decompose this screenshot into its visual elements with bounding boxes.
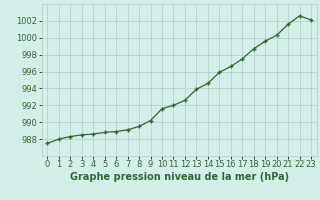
X-axis label: Graphe pression niveau de la mer (hPa): Graphe pression niveau de la mer (hPa) [70, 172, 289, 182]
